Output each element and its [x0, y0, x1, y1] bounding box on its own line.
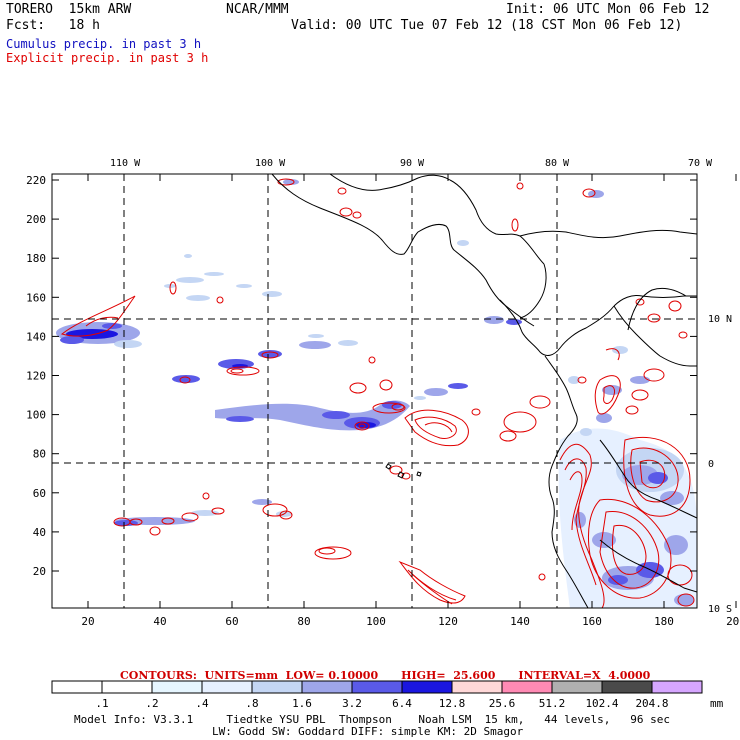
y-tick-label: 140 — [26, 330, 46, 343]
x-tick-label: 120 — [438, 615, 458, 628]
field-explicit-label: Explicit precip. in past 3 h — [6, 51, 209, 65]
contour-info: CONTOURS: UNITS=mm LOW= 0.10000 HIGH= 25… — [120, 669, 651, 682]
x-tick-label: 80 — [297, 615, 310, 628]
colorbar-label: 3.2 — [342, 697, 362, 710]
model-info-line2: LW: Godd SW: Goddard DIFF: simple KM: 2D… — [212, 725, 524, 738]
colorbar-swatch — [601, 680, 653, 694]
colorbar-swatch — [301, 680, 353, 694]
colorbar-label: .8 — [245, 697, 259, 710]
colorbar-label: 204.8 — [635, 697, 669, 710]
colorbar-label: 51.2 — [538, 697, 566, 710]
y-tick-label: 220 — [26, 174, 46, 187]
colorbar-swatch — [251, 680, 303, 694]
colorbar-label: 12.8 — [438, 697, 466, 710]
y-grid-ticks: 220 200 180 160 140 120 100 80 60 40 20 — [26, 174, 697, 578]
colorbar-swatch — [151, 680, 203, 694]
latlon-grid — [52, 174, 697, 608]
colorbar-swatch — [451, 680, 503, 694]
y-tick-label: 20 — [33, 565, 46, 578]
colorbar-swatch — [101, 680, 153, 694]
colorbar-swatch — [51, 680, 103, 694]
y-tick-label: 120 — [26, 370, 46, 383]
y-tick-label: 80 — [33, 448, 46, 461]
lat-labels: 10 N 0 10 S — [708, 314, 732, 615]
model-center: NCAR/MMM — [226, 2, 289, 17]
lon-labels: 110 W 100 W 90 W 80 W 70 W — [110, 158, 713, 169]
colorbar-swatch — [651, 680, 703, 694]
lon-label-110w: 110 W — [110, 158, 141, 169]
x-tick-label: 180 — [654, 615, 674, 628]
lon-label-90w: 90 W — [400, 158, 425, 169]
x-grid-ticks: 2040608010012014016018020022024026028030… — [81, 174, 740, 628]
lat-label-0: 0 — [708, 459, 714, 470]
init-time: Init: 06 UTC Mon 06 Feb 12 — [506, 2, 710, 17]
colorbar-label: .4 — [195, 697, 209, 710]
cumulus-precip-areas — [56, 179, 697, 608]
y-tick-label: 160 — [26, 291, 46, 304]
x-tick-label: 100 — [366, 615, 386, 628]
y-tick-label: 60 — [33, 487, 46, 500]
colorbar-swatch — [351, 680, 403, 694]
x-tick-label: 40 — [153, 615, 166, 628]
lon-label-70w: 70 W — [688, 158, 713, 169]
colorbar-label: 6.4 — [392, 697, 412, 710]
x-tick-label: 140 — [510, 615, 530, 628]
colorbar-label: .1 — [95, 697, 109, 710]
lon-label-80w: 80 W — [545, 158, 570, 169]
y-tick-label: 180 — [26, 252, 46, 265]
colorbar-swatch — [551, 680, 603, 694]
colorbar-unit: mm — [710, 697, 724, 710]
lat-label-10s: 10 S — [708, 604, 732, 615]
coastlines — [271, 174, 697, 608]
field-cumulus-label: Cumulus precip. in past 3 h — [6, 37, 202, 51]
map-frame — [51, 173, 698, 609]
y-tick-label: 200 — [26, 213, 46, 226]
lon-label-100w: 100 W — [255, 158, 286, 169]
x-tick-label: 200 — [726, 615, 740, 628]
x-tick-label: 60 — [225, 615, 238, 628]
colorbar-label: 102.4 — [585, 697, 619, 710]
colorbar-label: 1.6 — [292, 697, 312, 710]
valid-time: Valid: 00 UTC Tue 07 Feb 12 (18 CST Mon … — [291, 18, 683, 33]
colorbar-swatch — [401, 680, 453, 694]
model-name: TORERO 15km ARW — [6, 2, 132, 17]
y-tick-label: 100 — [26, 409, 46, 422]
colorbar-label: 25.6 — [488, 697, 516, 710]
colorbar-label: .2 — [145, 697, 159, 710]
explicit-precip-contours — [60, 178, 695, 608]
x-tick-label: 160 — [582, 615, 602, 628]
y-tick-label: 40 — [33, 526, 46, 539]
lat-label-10n: 10 N — [708, 314, 732, 325]
model-info-line1: Model Info: V3.3.1 Tiedtke YSU PBL Thomp… — [74, 713, 671, 726]
colorbar-swatch — [501, 680, 553, 694]
colorbar-swatch — [201, 680, 253, 694]
forecast-hour: Fcst: 18 h — [6, 18, 100, 33]
x-tick-label: 20 — [81, 615, 94, 628]
colorbar — [51, 680, 703, 694]
